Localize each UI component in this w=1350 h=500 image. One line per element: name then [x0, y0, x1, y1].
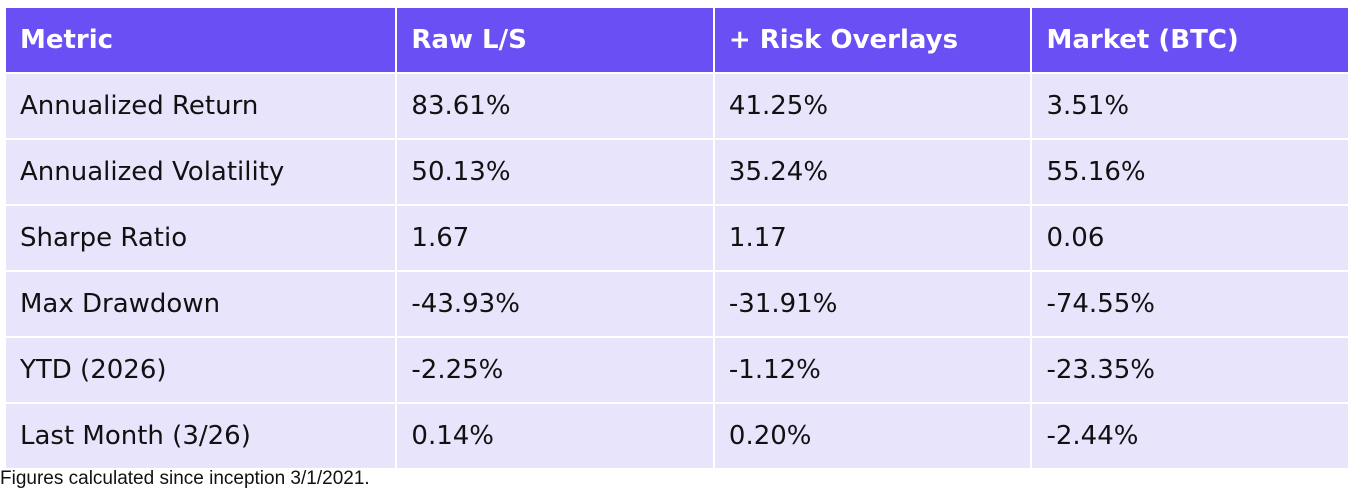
table-cell: -31.91%	[714, 272, 1031, 336]
table-row: Last Month (3/26) 0.14% 0.20% -2.44%	[6, 404, 1348, 468]
footnote: Figures calculated since inception 3/1/2…	[0, 468, 370, 489]
metrics-table: Metric Raw L/S + Risk Overlays Market (BTC)…	[4, 6, 1350, 470]
table-row: Annualized Volatility 50.13% 35.24% 55.16%	[6, 140, 1348, 204]
table-container: Metric Raw L/S + Risk Overlays Market (BTC)…	[4, 6, 1350, 470]
table-cell: -23.35%	[1032, 338, 1348, 402]
table-cell: YTD (2026)	[6, 338, 396, 402]
table-cell: 3.51%	[1032, 74, 1348, 138]
table-cell: 0.14%	[397, 404, 713, 468]
table-row: Sharpe Ratio 1.67 1.17 0.06	[6, 206, 1348, 270]
table-cell: 1.67	[397, 206, 713, 270]
table-cell: 50.13%	[397, 140, 713, 204]
table-cell: Sharpe Ratio	[6, 206, 396, 270]
table-cell: 1.17	[714, 206, 1031, 270]
table-cell: 0.06	[1032, 206, 1348, 270]
header-cell: Metric	[6, 8, 396, 72]
table-cell: -2.44%	[1032, 404, 1348, 468]
header-cell: + Risk Overlays	[714, 8, 1031, 72]
table-cell: 83.61%	[397, 74, 713, 138]
table-cell: 0.20%	[714, 404, 1031, 468]
table-cell: -43.93%	[397, 272, 713, 336]
table-cell: Annualized Return	[6, 74, 396, 138]
table-cell: Last Month (3/26)	[6, 404, 396, 468]
table-cell: Max Drawdown	[6, 272, 396, 336]
table-row: Annualized Return 83.61% 41.25% 3.51%	[6, 74, 1348, 138]
table-cell: -1.12%	[714, 338, 1031, 402]
table-cell: -2.25%	[397, 338, 713, 402]
table-row: Max Drawdown -43.93% -31.91% -74.55%	[6, 272, 1348, 336]
table-row: YTD (2026) -2.25% -1.12% -23.35%	[6, 338, 1348, 402]
header-cell: Raw L/S	[397, 8, 713, 72]
table-cell: 35.24%	[714, 140, 1031, 204]
table-cell: Annualized Volatility	[6, 140, 396, 204]
header-row: Metric Raw L/S + Risk Overlays Market (BTC)	[6, 8, 1348, 72]
table-cell: 55.16%	[1032, 140, 1348, 204]
table-cell: 41.25%	[714, 74, 1031, 138]
table-cell: -74.55%	[1032, 272, 1348, 336]
header-cell: Market (BTC)	[1032, 8, 1348, 72]
